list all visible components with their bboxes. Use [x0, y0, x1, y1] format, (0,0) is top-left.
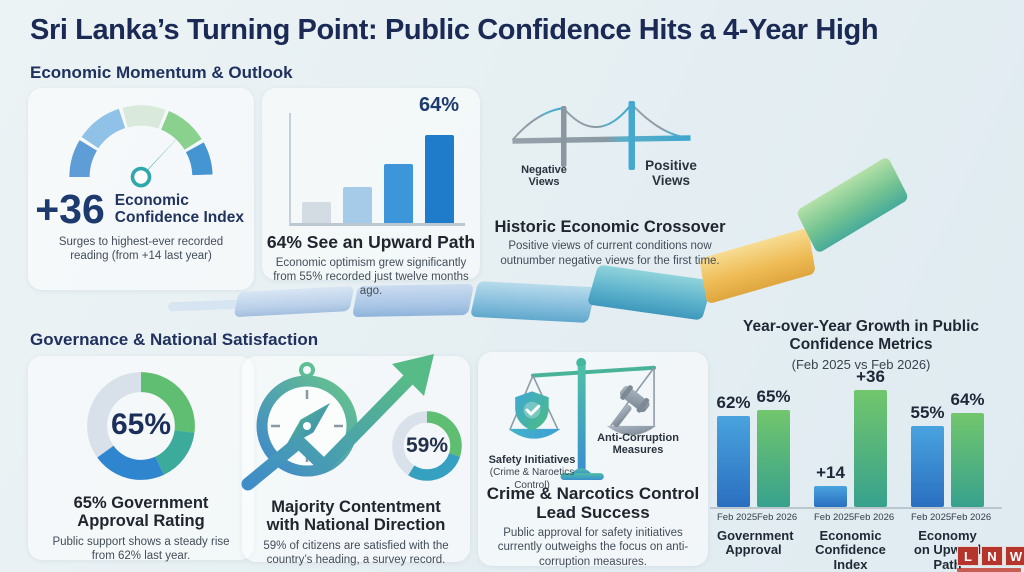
bar-value: 62%: [716, 392, 751, 412]
group-government-approval: 62% 65%: [716, 386, 791, 507]
x-label: Feb 2025: [717, 511, 758, 523]
bar-feb2026: [757, 409, 790, 507]
section-header-governance: Governance & National Satisfaction: [30, 330, 319, 349]
positive-views-label: Positive Views: [645, 158, 697, 189]
ribbon-segment: [795, 156, 910, 254]
bar-value: +36: [856, 366, 885, 386]
ribbon-segment: [586, 264, 714, 321]
bar-column: 55%: [910, 402, 945, 507]
yoy-chart-subtitle: (Feb 2025 vs Feb 2026): [791, 356, 931, 372]
upward-path-desc: Economic optimism grew significantly fro…: [273, 256, 469, 298]
logo-letter-n: N: [981, 546, 1003, 566]
logo-letter-l: L: [957, 546, 979, 566]
justice-scales-icon: [508, 357, 657, 481]
bar-value: 55%: [910, 402, 945, 422]
x-label: Feb 2026: [951, 511, 992, 523]
bar-column: +36: [854, 367, 887, 507]
lnw-logo: L N W: [957, 546, 1024, 572]
confidence-index-label: Economic Confidence Index: [114, 191, 244, 226]
bar-feb2026: [854, 389, 887, 507]
direction-panel: 59% Majority Contentment with National D…: [241, 354, 470, 566]
bar-q3: [384, 164, 413, 223]
scales-graphic: Safety Initiatives (Crime & Naroetics Co…: [478, 352, 708, 491]
approval-desc: Public support shows a steady rise from …: [52, 535, 230, 563]
scales-title: Crime & Narcotics Control Lead Success: [486, 484, 700, 523]
lnw-logo-letters: L N W: [957, 546, 1024, 566]
direction-desc: 59% of citizens are satisfied with the c…: [263, 539, 449, 567]
bar-column: 64%: [950, 389, 985, 507]
bar-feb2025: [911, 425, 944, 507]
confidence-index-value: +36: [35, 186, 105, 232]
bar-feb2025: [717, 415, 750, 507]
bar-series: [289, 113, 465, 226]
bar-column: 65%: [756, 386, 791, 507]
gavel-icon: [612, 385, 650, 427]
bar-value: 64%: [950, 389, 985, 409]
bridge-icon: [511, 101, 691, 170]
approval-donut: 65%: [79, 364, 203, 488]
bar-feb2026: [951, 412, 984, 507]
bar-value-label: 64%: [418, 94, 459, 116]
yoy-bars: 62% 65% +14 +36: [702, 367, 1020, 509]
safety-initiatives-text: Safety Initiatives: [488, 454, 576, 466]
x-label: Feb 2026: [757, 511, 798, 523]
scales-panel: Safety Initiatives (Crime & Naroetics Co…: [478, 352, 708, 568]
group-economy-upward: 55% 64%: [910, 389, 985, 507]
upward-path-title: 64% See an Upward Path: [266, 232, 476, 252]
bar-column: +14: [814, 463, 847, 507]
bar-feb2025: [814, 485, 847, 507]
yoy-chart-title: Year-over-Year Growth in Public Confiden…: [742, 318, 980, 353]
confidence-index-panel: +36 Economic Confidence Index Surges to …: [28, 88, 254, 290]
approval-value: 65%: [110, 408, 172, 441]
anti-corruption-label: Anti-Corruption Measures: [597, 432, 679, 457]
bar-q2: [343, 187, 372, 223]
crossover-panel: Negative Views Positive Views Historic E…: [490, 92, 730, 272]
approval-title: 65% Government Approval Rating: [73, 494, 209, 531]
confidence-index-stat: +36 Economic Confidence Index: [28, 189, 254, 230]
direction-title: Majority Contentment with National Direc…: [266, 498, 446, 535]
logo-letter-w: W: [1005, 546, 1024, 566]
yoy-chart: Year-over-Year Growth in Public Confiden…: [702, 318, 1020, 572]
direction-value: 59%: [405, 434, 449, 457]
bar-value: +14: [816, 462, 845, 482]
compass-arrow-icon: [241, 354, 462, 491]
negative-views-label: Negative Views: [521, 164, 567, 189]
bar-column: 62%: [716, 392, 751, 507]
gauge-icon: [69, 105, 213, 188]
safety-initiatives-subtext: (Crime & Naroetics Control): [489, 467, 575, 491]
yoy-x-labels: Feb 2025 Feb 2026 Feb 2025 Feb 2026 Feb 20…: [702, 512, 1020, 523]
optimism-bar-chart: 64%: [273, 92, 469, 226]
group-label: Government Approval: [717, 527, 794, 558]
ribbon-segment: [469, 281, 597, 323]
donut-chart-icon: [87, 372, 195, 480]
crossover-title: Historic Economic Crossover: [494, 218, 726, 236]
safety-initiatives-label: Safety Initiatives (Crime & Naroetics Co…: [486, 454, 578, 491]
direction-graphic: 59%: [241, 354, 470, 496]
scales-desc: Public approval for safety initiatives c…: [497, 527, 689, 568]
group-economic-confidence: +14 +36: [814, 367, 887, 507]
x-label: Feb 2025: [814, 511, 855, 523]
x-label: Feb 2025: [911, 511, 952, 523]
bar-value: 65%: [756, 386, 791, 406]
group-label: Economic Confidence Index: [815, 527, 886, 572]
approval-panel: 65% 65% Government Approval Rating Publi…: [28, 356, 254, 562]
bar-q4: [425, 135, 454, 223]
logo-tagline-bar: [957, 568, 1021, 572]
crossover-desc: Positive views of current conditions now…: [500, 240, 720, 267]
bar-q1: [302, 202, 331, 223]
page-title: Sri Lanka’s Turning Point: Public Confid…: [30, 14, 879, 46]
x-label: Feb 2026: [854, 511, 895, 523]
upward-path-panel: 64% 64% See an Upward Path Economic opti…: [262, 88, 480, 297]
section-header-economic: Economic Momentum & Outlook: [30, 63, 293, 82]
confidence-index-desc: Surges to highest-ever recorded reading …: [58, 236, 224, 263]
